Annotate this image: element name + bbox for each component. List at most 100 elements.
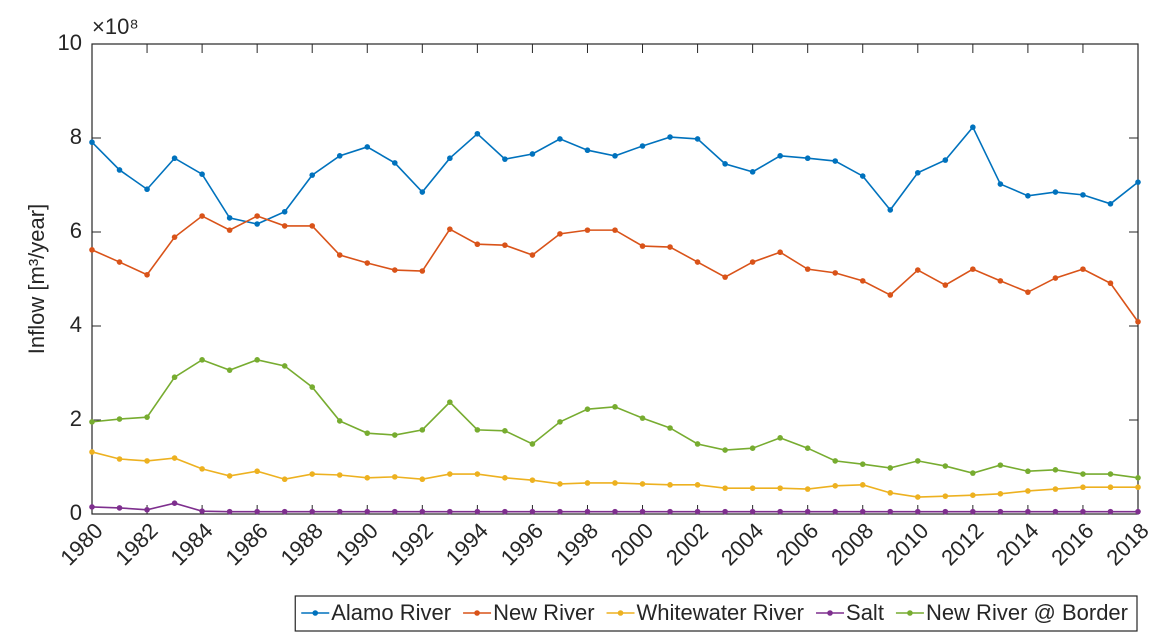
marker xyxy=(336,252,343,258)
marker xyxy=(887,465,894,471)
marker xyxy=(226,215,233,221)
marker xyxy=(639,481,646,487)
marker xyxy=(419,508,426,515)
marker xyxy=(639,243,646,249)
marker xyxy=(171,500,178,506)
legend-label: Salt xyxy=(846,600,884,625)
marker xyxy=(281,476,288,483)
plot-area xyxy=(91,43,1139,515)
marker xyxy=(887,490,894,496)
marker xyxy=(447,155,453,162)
marker xyxy=(804,266,811,272)
marker xyxy=(777,485,783,491)
legend-marker xyxy=(907,610,913,616)
marker xyxy=(997,462,1004,468)
marker xyxy=(859,482,866,488)
marker xyxy=(694,508,701,515)
marker xyxy=(199,466,205,472)
marker xyxy=(970,266,976,272)
marker xyxy=(309,223,316,229)
marker xyxy=(1025,508,1031,515)
marker xyxy=(749,259,756,265)
marker xyxy=(749,445,756,452)
marker xyxy=(529,151,536,157)
marker xyxy=(667,508,673,515)
x-tick-label: 1984 xyxy=(165,518,217,570)
x-tick-label: 1998 xyxy=(551,518,603,570)
marker xyxy=(391,474,398,480)
marker xyxy=(144,271,150,278)
marker xyxy=(970,492,976,499)
marker xyxy=(584,147,591,154)
marker xyxy=(254,213,260,219)
marker xyxy=(529,252,536,258)
marker xyxy=(1025,468,1031,475)
marker xyxy=(667,244,673,250)
marker xyxy=(942,157,949,163)
legend-marker xyxy=(474,610,480,616)
marker xyxy=(749,169,756,175)
marker xyxy=(89,449,95,455)
y-axis-label: Inflow [m³/year] xyxy=(24,204,49,354)
marker xyxy=(419,427,426,433)
marker xyxy=(997,490,1004,497)
marker xyxy=(557,136,563,142)
marker xyxy=(529,441,536,447)
legend-label: Whitewater River xyxy=(637,600,804,625)
marker xyxy=(502,156,508,162)
marker xyxy=(144,506,150,513)
legend-label: Alamo River xyxy=(331,600,451,625)
marker xyxy=(1135,508,1141,515)
marker xyxy=(226,473,233,479)
marker xyxy=(391,160,398,166)
marker xyxy=(1135,484,1141,491)
marker xyxy=(667,425,673,431)
marker xyxy=(364,144,371,150)
marker xyxy=(199,508,205,514)
marker xyxy=(997,181,1004,187)
marker xyxy=(584,508,591,515)
marker xyxy=(667,482,673,488)
marker xyxy=(584,227,591,233)
x-tick-label: 2018 xyxy=(1101,518,1153,570)
marker xyxy=(254,508,260,515)
marker xyxy=(89,419,95,425)
marker xyxy=(336,153,343,159)
marker xyxy=(1080,266,1086,272)
marker xyxy=(419,189,426,195)
marker xyxy=(364,508,371,515)
marker xyxy=(391,432,398,438)
x-tick-label: 2000 xyxy=(606,518,658,570)
marker xyxy=(804,486,811,492)
marker xyxy=(254,357,260,363)
marker xyxy=(722,508,728,515)
marker xyxy=(722,161,728,167)
y-tick-label: 6 xyxy=(70,218,82,243)
marker xyxy=(171,234,178,240)
marker xyxy=(1080,508,1086,515)
x-tick-label: 1980 xyxy=(55,518,107,570)
marker xyxy=(1052,486,1059,492)
marker xyxy=(1052,508,1059,515)
marker xyxy=(970,470,976,476)
marker xyxy=(914,458,921,464)
x-tick-label: 2010 xyxy=(881,518,933,570)
marker xyxy=(336,418,343,424)
marker xyxy=(722,274,728,280)
legend-marker xyxy=(617,610,624,616)
marker xyxy=(226,367,233,373)
marker xyxy=(639,508,646,515)
marker xyxy=(447,471,453,477)
y-tick-label: 2 xyxy=(70,406,82,431)
marker xyxy=(1107,471,1114,477)
marker xyxy=(474,241,481,248)
y-tick-label: 8 xyxy=(70,124,82,149)
marker xyxy=(694,259,701,265)
marker xyxy=(970,508,976,515)
marker xyxy=(309,508,316,515)
marker xyxy=(144,458,150,464)
marker xyxy=(144,414,150,420)
marker xyxy=(419,268,426,274)
legend-marker xyxy=(312,610,319,616)
